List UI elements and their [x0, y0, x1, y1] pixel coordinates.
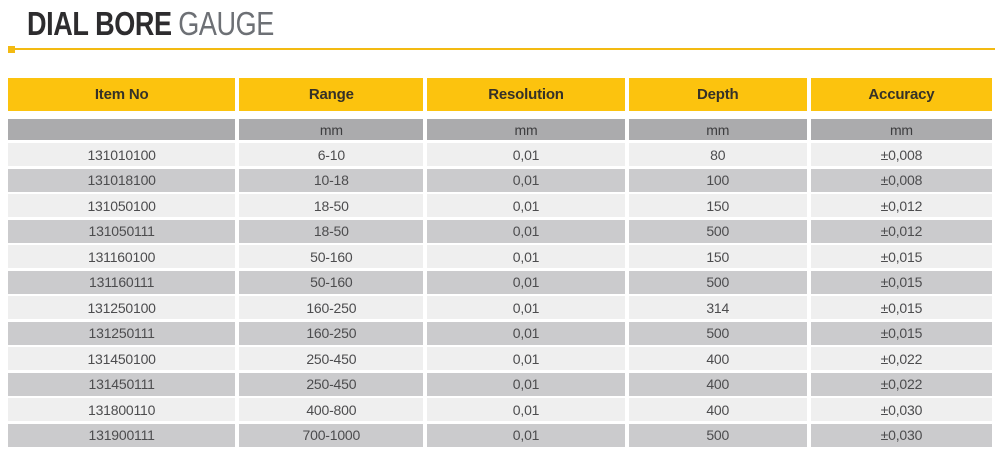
divider-line [10, 48, 995, 50]
page-title-text: DIAL BORE GAUGE [27, 6, 274, 42]
cell-accuracy: ±0,015 [810, 245, 992, 268]
cell-resolution: 0,01 [427, 219, 625, 243]
cell-resolution: 0,01 [427, 372, 625, 396]
column-header-resolution: Resolution [427, 78, 625, 111]
cell-range: 400-800 [239, 398, 424, 421]
cell-accuracy: ±0,022 [810, 372, 992, 396]
column-header-range: Range [239, 78, 424, 111]
table-row: 131450111 250-450 0,01 400 ±0,022 [8, 372, 992, 396]
cell-accuracy: ±0,030 [810, 398, 992, 421]
table-row: 131250111 160-250 0,01 500 ±0,015 [8, 321, 992, 345]
title-primary: DIAL BORE [27, 5, 172, 42]
cell-depth: 150 [628, 245, 807, 268]
cell-resolution: 0,01 [427, 296, 625, 319]
units-cell-item-no [8, 119, 236, 140]
title-divider [8, 46, 995, 53]
table-row: 131160100 50-160 0,01 150 ±0,015 [8, 245, 992, 268]
cell-depth: 500 [628, 423, 807, 447]
cell-range: 10-18 [239, 168, 424, 192]
table-row: 131800110 400-800 0,01 400 ±0,030 [8, 398, 992, 421]
cell-depth: 400 [628, 347, 807, 370]
cell-accuracy: ±0,022 [810, 347, 992, 370]
cell-item-no: 131250111 [8, 321, 236, 345]
title-secondary: GAUGE [178, 5, 274, 42]
cell-resolution: 0,01 [427, 347, 625, 370]
cell-depth: 400 [628, 398, 807, 421]
table-units-row: mm mm mm mm [8, 119, 992, 140]
units-cell-resolution: mm [427, 119, 625, 140]
cell-accuracy: ±0,030 [810, 423, 992, 447]
cell-item-no: 131050100 [8, 194, 236, 217]
table-row: 131250100 160-250 0,01 314 ±0,015 [8, 296, 992, 319]
table-row: 131050100 18-50 0,01 150 ±0,012 [8, 194, 992, 217]
cell-item-no: 131018100 [8, 168, 236, 192]
cell-item-no: 131450111 [8, 372, 236, 396]
cell-depth: 500 [628, 270, 807, 294]
spec-table: Item No Range Resolution Depth Accuracy … [8, 78, 992, 447]
table-row: 131900111 700-1000 0,01 500 ±0,030 [8, 423, 992, 447]
table-row: 131010100 6-10 0,01 80 ±0,008 [8, 143, 992, 166]
cell-item-no: 131450100 [8, 347, 236, 370]
column-header-item-no: Item No [8, 78, 236, 111]
table-header-row: Item No Range Resolution Depth Accuracy [8, 78, 992, 111]
cell-accuracy: ±0,015 [810, 321, 992, 345]
table-row: 131050111 18-50 0,01 500 ±0,012 [8, 219, 992, 243]
cell-resolution: 0,01 [427, 270, 625, 294]
cell-depth: 314 [628, 296, 807, 319]
table-row: 131450100 250-450 0,01 400 ±0,022 [8, 347, 992, 370]
cell-resolution: 0,01 [427, 321, 625, 345]
cell-depth: 500 [628, 321, 807, 345]
cell-accuracy: ±0,012 [810, 194, 992, 217]
cell-depth: 100 [628, 168, 807, 192]
cell-depth: 400 [628, 372, 807, 396]
units-cell-accuracy: mm [810, 119, 992, 140]
cell-accuracy: ±0,008 [810, 143, 992, 166]
units-cell-depth: mm [628, 119, 807, 140]
column-header-depth: Depth [628, 78, 807, 111]
cell-item-no: 131160111 [8, 270, 236, 294]
cell-range: 50-160 [239, 270, 424, 294]
cell-accuracy: ±0,012 [810, 219, 992, 243]
page-title: DIAL BORE GAUGE [0, 0, 1000, 42]
cell-depth: 80 [628, 143, 807, 166]
units-cell-range: mm [239, 119, 424, 140]
cell-item-no: 131900111 [8, 423, 236, 447]
table-row: 131160111 50-160 0,01 500 ±0,015 [8, 270, 992, 294]
cell-item-no: 131250100 [8, 296, 236, 319]
cell-resolution: 0,01 [427, 143, 625, 166]
cell-range: 50-160 [239, 245, 424, 268]
cell-item-no: 131160100 [8, 245, 236, 268]
cell-accuracy: ±0,015 [810, 270, 992, 294]
column-header-accuracy: Accuracy [810, 78, 992, 111]
cell-range: 700-1000 [239, 423, 424, 447]
cell-resolution: 0,01 [427, 245, 625, 268]
cell-range: 18-50 [239, 194, 424, 217]
cell-resolution: 0,01 [427, 423, 625, 447]
table-row: 131018100 10-18 0,01 100 ±0,008 [8, 168, 992, 192]
cell-depth: 150 [628, 194, 807, 217]
cell-depth: 500 [628, 219, 807, 243]
cell-accuracy: ±0,008 [810, 168, 992, 192]
cell-accuracy: ±0,015 [810, 296, 992, 319]
cell-range: 18-50 [239, 219, 424, 243]
cell-range: 250-450 [239, 347, 424, 370]
cell-resolution: 0,01 [427, 168, 625, 192]
cell-item-no: 131800110 [8, 398, 236, 421]
cell-range: 160-250 [239, 321, 424, 345]
cell-range: 250-450 [239, 372, 424, 396]
cell-resolution: 0,01 [427, 194, 625, 217]
cell-resolution: 0,01 [427, 398, 625, 421]
table-body: 131010100 6-10 0,01 80 ±0,008 131018100 10-18 0… [8, 143, 992, 447]
cell-item-no: 131010100 [8, 143, 236, 166]
cell-range: 6-10 [239, 143, 424, 166]
cell-item-no: 131050111 [8, 219, 236, 243]
cell-range: 160-250 [239, 296, 424, 319]
